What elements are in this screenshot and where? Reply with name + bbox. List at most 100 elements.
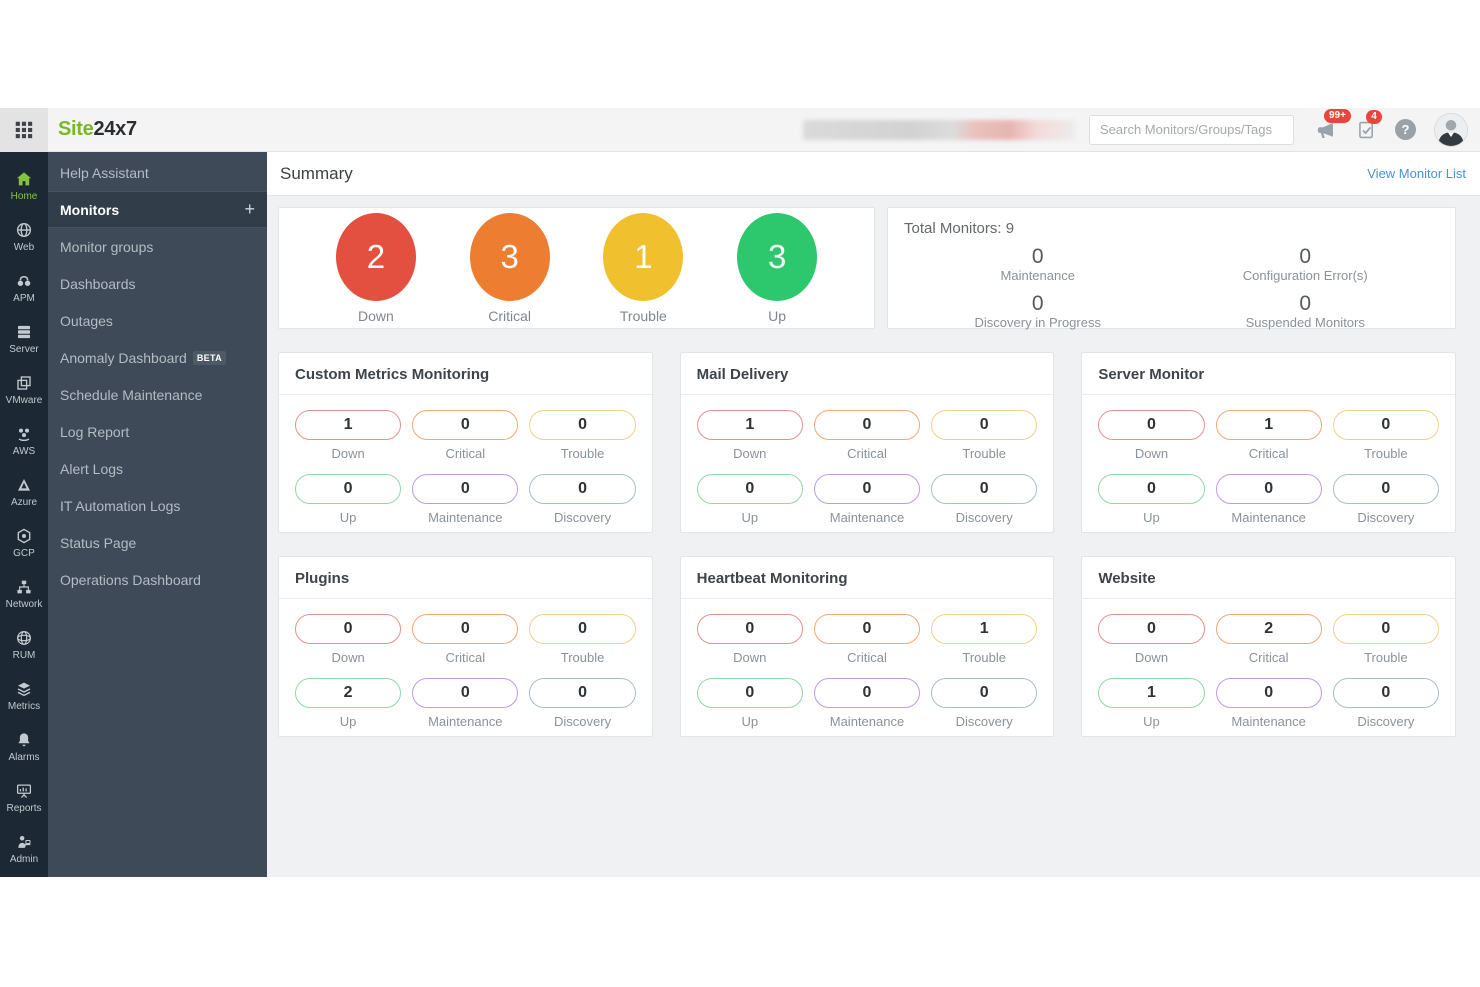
sidebar-item-dashboards[interactable]: Dashboards [48,265,267,302]
pill-critical[interactable]: 0 [813,614,921,644]
count-down: 1 Down [696,410,803,461]
sidebar-item-log-report[interactable]: Log Report [48,413,267,450]
total-label: Suspended Monitors [1245,315,1365,331]
sidebar-item-it-automation-logs[interactable]: IT Automation Logs [48,487,267,524]
rail-item-network[interactable]: Network [0,568,48,619]
pill-up[interactable]: 2 [295,678,402,708]
pill-down[interactable]: 0 [295,614,402,644]
sidebar-item-anomaly-dashboard[interactable]: Anomaly Dashboard BETA [48,339,267,376]
total-suspended-monitors: 0 Suspended Monitors [1172,292,1440,330]
circle-label: Up [768,307,787,324]
sidebar-item-help-assistant[interactable]: Help Assistant [48,154,267,191]
pill-maintenance[interactable]: 0 [1215,474,1322,504]
pill-discovery[interactable]: 0 [1332,474,1439,504]
count-down: 1 Down [295,410,402,461]
pill-maintenance[interactable]: 0 [1215,678,1322,708]
search-box [1089,114,1294,145]
pill-maintenance[interactable]: 0 [813,678,921,708]
rail-item-vmware[interactable]: VMware [0,364,48,415]
logo-text-green: Site [58,118,94,140]
pill-up[interactable]: 0 [295,474,402,504]
pill-trouble[interactable]: 1 [931,614,1038,644]
tasks-button[interactable]: 4 [1356,109,1382,141]
total-monitors-title: Total Monitors: 9 [904,220,1015,237]
pill-critical[interactable]: 0 [412,614,519,644]
pill-label: Down [331,446,365,461]
help-button[interactable]: ? [1395,119,1416,140]
rail-item-server[interactable]: Server [0,313,48,364]
rail-item-apm[interactable]: APM [0,262,48,313]
pill-label: Up [1143,714,1160,729]
pill-discovery[interactable]: 0 [529,678,636,708]
pill-label: Up [741,510,759,525]
pill-trouble[interactable]: 0 [1332,614,1439,644]
pill-maintenance[interactable]: 0 [412,678,519,708]
view-monitor-list-link[interactable]: View Monitor List [1367,166,1466,181]
rail-item-label: AWS [12,445,36,457]
pill-maintenance[interactable]: 0 [412,474,519,504]
pill-critical[interactable]: 0 [412,410,519,440]
divider [279,598,652,599]
sidebar-item-label: Monitors [60,201,120,218]
status-circle-trouble[interactable]: 1 Trouble [603,212,684,324]
sidebar-item-label: IT Automation Logs [60,497,181,514]
rail-item-alarms[interactable]: Alarms [0,721,48,772]
rail-item-admin[interactable]: Admin [0,823,48,874]
pill-down[interactable]: 0 [696,614,803,644]
search-input[interactable] [1089,114,1294,145]
pill-maintenance[interactable]: 0 [813,474,921,504]
rail-item-rum[interactable]: RUM [0,619,48,670]
status-circle-up[interactable]: 3 Up [737,212,818,324]
rail-item-reports[interactable]: Reports [0,772,48,823]
sidebar-item-monitor-groups[interactable]: Monitor groups [48,228,267,265]
sidebar-item-monitors[interactable]: Monitors + [48,191,267,228]
pill-label: Critical [445,650,486,665]
rail-item-web[interactable]: Web [0,211,48,262]
app-grid-button[interactable] [0,107,48,152]
rum-globe-icon [17,630,31,645]
pill-down[interactable]: 0 [1098,410,1205,440]
top-bar: Site24x7 99+ 4 ? [0,107,1480,152]
sidebar-item-label: Monitor groups [60,238,154,255]
add-monitor-button[interactable]: + [244,199,255,219]
pill-trouble[interactable]: 0 [529,614,636,644]
sidebar-item-outages[interactable]: Outages [48,302,267,339]
rail-item-label: VMware [5,394,43,406]
pill-up[interactable]: 0 [696,474,803,504]
sidebar-item-operations-dashboard[interactable]: Operations Dashboard [48,561,267,598]
user-avatar[interactable] [1434,112,1468,147]
rail-item-label: Network [5,598,43,610]
pill-trouble[interactable]: 0 [931,410,1038,440]
count-maintenance: 0 Maintenance [412,678,519,729]
sidebar-item-alert-logs[interactable]: Alert Logs [48,450,267,487]
sidebar-item-schedule-maintenance[interactable]: Schedule Maintenance [48,376,267,413]
rail-item-azure[interactable]: Azure [0,466,48,517]
pill-critical[interactable]: 2 [1215,614,1322,644]
pill-up[interactable]: 0 [1098,474,1205,504]
pill-up[interactable]: 1 [1098,678,1205,708]
pill-up[interactable]: 0 [696,678,803,708]
rail-item-aws[interactable]: AWS [0,415,48,466]
pill-label: Critical [847,650,887,665]
rail-item-metrics[interactable]: Metrics [0,670,48,721]
pill-trouble[interactable]: 0 [529,410,636,440]
pill-trouble[interactable]: 0 [1332,410,1439,440]
pill-critical[interactable]: 0 [813,410,921,440]
pill-critical[interactable]: 1 [1215,410,1322,440]
status-circle-critical[interactable]: 3 Critical [469,212,550,324]
pill-discovery[interactable]: 0 [1332,678,1439,708]
sidebar-item-status-page[interactable]: Status Page [48,524,267,561]
rail-item-gcp[interactable]: GCP [0,517,48,568]
card-title: Website [1098,570,1156,587]
pill-discovery[interactable]: 0 [931,678,1038,708]
rail-item-label: Server [9,343,39,355]
announcements-button[interactable]: 99+ [1314,108,1351,142]
rail-item-label: Home [10,190,38,202]
pill-down[interactable]: 1 [696,410,803,440]
status-circle-down[interactable]: 2 Down [335,212,416,324]
pill-down[interactable]: 1 [295,410,402,440]
pill-discovery[interactable]: 0 [931,474,1038,504]
pill-down[interactable]: 0 [1098,614,1205,644]
rail-item-home[interactable]: Home [0,160,48,211]
pill-discovery[interactable]: 0 [529,474,636,504]
